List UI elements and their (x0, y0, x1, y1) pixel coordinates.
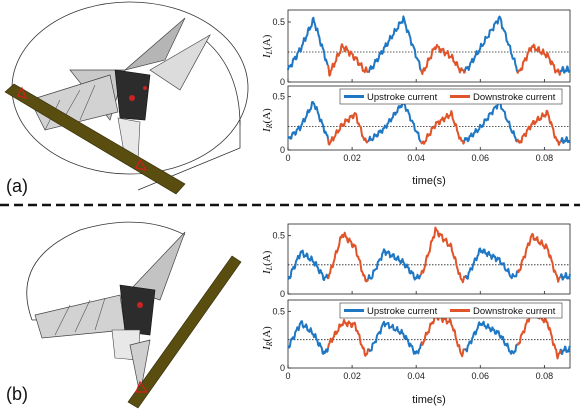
y-tick-label: 0.5 (272, 306, 285, 316)
x-axis-label: time(s) (412, 394, 446, 406)
downstroke-segment (327, 112, 369, 146)
y-tick-label: 0 (280, 145, 285, 155)
panel-label-a: (a) (6, 176, 28, 196)
upstroke-segment (463, 15, 519, 74)
upstroke-segment (287, 16, 329, 71)
upstroke-segment (559, 65, 571, 74)
chart-b-left-current: IL(A) 0 0.5 (261, 223, 571, 299)
legend-label-upstroke: Upstroke current (367, 92, 438, 103)
x-tick-label: 0.06 (472, 371, 490, 381)
downstroke-segment (420, 43, 466, 75)
downstroke-segment (420, 226, 466, 284)
upstroke-segment (463, 247, 519, 280)
upstroke-segment (287, 320, 330, 355)
upstroke-segment (463, 320, 518, 355)
upstroke-segment (559, 345, 571, 356)
x-tick-label: 0.02 (343, 153, 361, 163)
legend-label-upstroke: Upstroke current (367, 306, 438, 317)
y-tick-label: 0 (280, 289, 285, 299)
panel-label-b: (b) (6, 384, 28, 404)
x-tick-label: 0.04 (407, 371, 425, 381)
y-axis-label: IL(A) (261, 250, 274, 275)
x-tick-label: 0 (285, 153, 290, 163)
upstroke-segment (367, 15, 422, 73)
upstroke-segment (367, 98, 422, 143)
upstroke-segment (559, 272, 571, 281)
x-tick-label: 0.04 (407, 153, 425, 163)
downstroke-segment (516, 232, 561, 283)
upstroke-segment (367, 248, 422, 281)
x-tick-label: 0.02 (343, 371, 361, 381)
y-tick-label: 0.5 (272, 17, 285, 27)
chart-b-right-current: IR(A) Upstroke current Downstroke curren… (261, 299, 571, 406)
legend: Upstroke current Downstroke current (339, 88, 563, 105)
y-axis-label: IL(A) (261, 34, 274, 59)
plot-frame (287, 9, 571, 83)
y-tick-label: 0 (280, 77, 285, 87)
x-tick-label: 0.06 (472, 153, 490, 163)
downstroke-segment (516, 43, 562, 76)
y-tick-label: 0.5 (272, 92, 285, 102)
downstroke-segment (420, 110, 466, 145)
y-axis-label: IR(A) (261, 326, 274, 351)
downstroke-segment (327, 43, 369, 77)
robot-illustration-b (26, 221, 242, 409)
downstroke-segment (327, 318, 370, 357)
legend-label-downstroke: Downstroke current (473, 92, 556, 103)
upstroke-segment (463, 99, 518, 143)
upstroke-segment (367, 320, 422, 355)
downstroke-segment (420, 313, 465, 358)
robot-illustration-a (4, 1, 249, 195)
y-tick-label: 0.5 (272, 231, 285, 241)
upstroke-segment (559, 136, 571, 144)
legend-label-downstroke: Downstroke current (473, 306, 556, 317)
upstroke-segment (287, 249, 330, 281)
y-axis-label: IR(A) (261, 108, 274, 133)
downstroke-segment (516, 109, 562, 146)
upstroke-segment (287, 100, 330, 140)
x-tick-label: 0 (285, 371, 290, 381)
x-tick-label: 0.08 (536, 371, 554, 381)
x-tick-label: 0.08 (536, 153, 554, 163)
y-tick-label: 0 (280, 363, 285, 373)
chart-a-right-current: IR(A) Upstroke current Downstroke curren… (261, 85, 571, 187)
plot-frame (287, 223, 571, 295)
legend: Upstroke current Downstroke current (339, 302, 563, 319)
downstroke-segment (327, 231, 369, 283)
chart-a-left-current: IL(A) 0 0.5 (261, 9, 571, 87)
x-axis-label: time(s) (412, 175, 446, 187)
